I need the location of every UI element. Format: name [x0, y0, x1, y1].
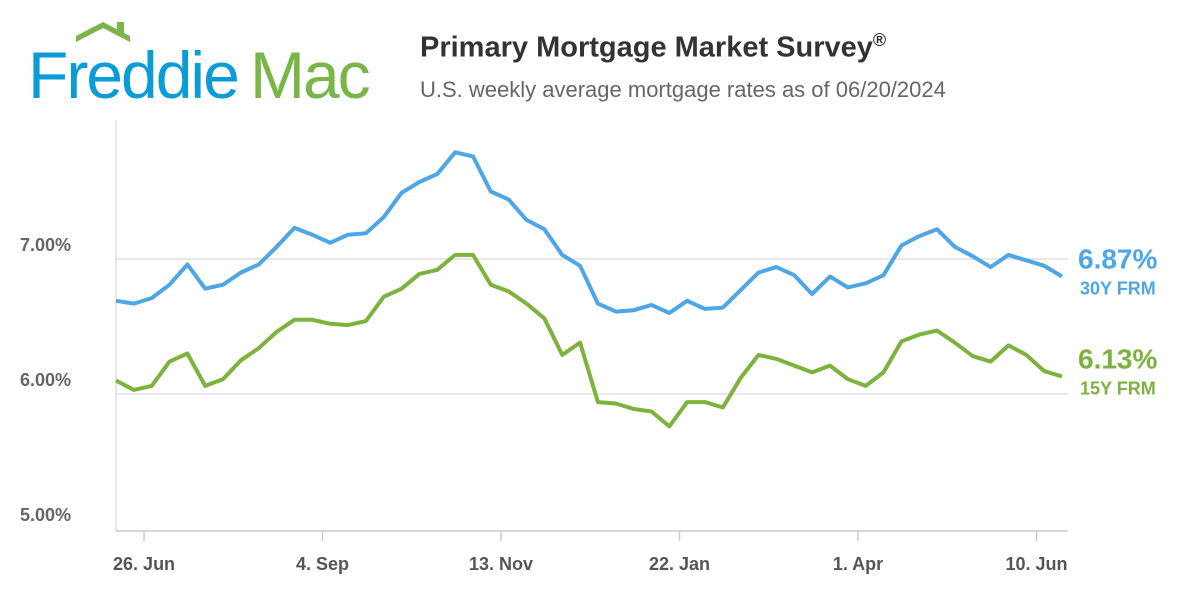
- svg-text:Freddie: Freddie: [28, 38, 238, 108]
- y-tick-label: 6.00%: [20, 370, 71, 390]
- x-tick-label: 1. Apr: [833, 554, 883, 574]
- x-tick-label: 13. Nov: [469, 554, 533, 574]
- series-name-label: 30Y FRM: [1080, 279, 1156, 299]
- y-tick-label: 5.00%: [20, 505, 71, 525]
- x-tick-label: 22. Jan: [649, 554, 710, 574]
- svg-text:Mac: Mac: [250, 38, 370, 108]
- series-name-label: 15Y FRM: [1080, 378, 1156, 398]
- freddie-mac-logo: Freddie Mac: [28, 18, 388, 112]
- x-tick-label: 26. Jun: [113, 554, 175, 574]
- page-subtitle: U.S. weekly average mortgage rates as of…: [420, 77, 946, 102]
- x-tick-label: 4. Sep: [296, 554, 349, 574]
- page-title: Primary Mortgage Market Survey®: [420, 30, 887, 64]
- series-line-30y-frm: [115, 150, 1064, 315]
- x-tick-label: 10. Jun: [1005, 554, 1067, 574]
- end-value-label: 6.13%: [1078, 343, 1157, 374]
- end-value-label: 6.87%: [1078, 244, 1157, 275]
- series-line-15y-frm: [115, 252, 1063, 429]
- y-tick-label: 7.00%: [20, 235, 71, 255]
